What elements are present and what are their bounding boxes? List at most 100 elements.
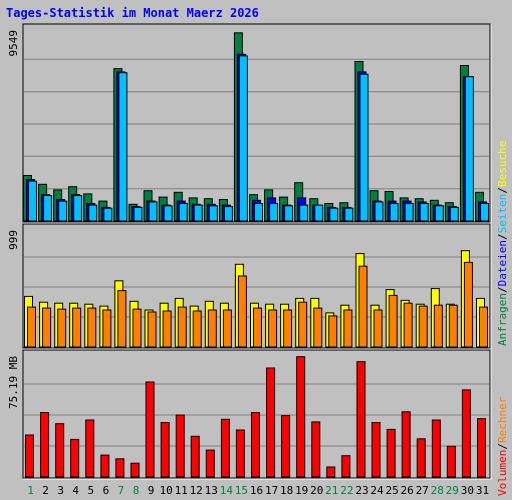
panel-3-axis-label: 75.19 MB	[7, 356, 20, 409]
bar-rechner-day-17	[268, 309, 278, 348]
bar-rechner-day-23	[358, 265, 368, 348]
chart-title: Tages-Statistik im Monat Maerz 2026	[6, 6, 259, 20]
bar-volumen-day-3	[55, 423, 65, 478]
series-rechner	[27, 261, 488, 348]
panel-1: 9549	[7, 23, 492, 224]
bar-rechner-day-1	[27, 306, 36, 348]
bar-rechner-day-7	[117, 290, 127, 348]
x-tick-label: 19	[295, 484, 308, 497]
bar-volumen-day-4	[70, 438, 80, 478]
panel-1-edge	[23, 24, 492, 224]
bar-volumen-day-8	[130, 462, 140, 478]
legend-top: Anfragen/Dateien/Seiten/Besuche	[496, 141, 509, 346]
bar-seiten-day-15	[238, 55, 248, 222]
bar-rechner-day-8	[132, 308, 142, 348]
x-tick-label: 4	[72, 484, 79, 497]
x-axis-day-labels: 1 2 3 4 5 6 7 8 9 10 11 12 13 14 15 16 17 18 19 20 21 22 23 24 2…	[27, 484, 489, 497]
bar-rechner-day-9	[147, 311, 157, 348]
bar-seiten-day-21	[329, 207, 339, 222]
panel-3: 75.19 MB	[7, 349, 492, 480]
bar-rechner-day-27	[418, 305, 428, 348]
bar-rechner-day-26	[403, 302, 413, 348]
bar-rechner-day-4	[72, 307, 82, 348]
x-tick-label: 11	[175, 484, 188, 497]
bar-seiten-day-20	[314, 204, 324, 222]
x-tick-label: 23	[355, 484, 368, 497]
bar-seiten-day-18	[284, 205, 294, 222]
bar-rechner-day-28	[433, 304, 443, 348]
bar-seiten-day-25	[389, 203, 399, 222]
x-tick-label: 20	[310, 484, 323, 497]
legend-item-dateien: Dateien	[496, 240, 509, 286]
bar-rechner-day-25	[388, 294, 398, 348]
bar-seiten-day-14	[223, 206, 233, 222]
x-tick-label: 31	[476, 484, 489, 497]
bar-volumen-day-10	[160, 422, 170, 478]
x-tick-label: 10	[159, 484, 172, 497]
bar-volumen-day-1	[25, 434, 34, 478]
chart-panels: 9549 999 75.19 MB	[7, 23, 492, 480]
bar-rechner-day-3	[57, 308, 67, 348]
bar-rechner-day-20	[313, 307, 323, 348]
bar-rechner-day-2	[42, 307, 52, 348]
x-tick-label: 30	[461, 484, 474, 497]
bar-volumen-day-9	[145, 381, 155, 478]
bar-rechner-day-30	[463, 261, 473, 348]
x-tick-label: 17	[265, 484, 278, 497]
bar-seiten-day-7	[118, 72, 128, 222]
x-tick-label: 12	[190, 484, 203, 497]
panel-1-frame	[22, 23, 491, 223]
bar-volumen-day-22	[341, 455, 351, 478]
bar-rechner-day-14	[222, 309, 232, 348]
x-tick-label: 13	[205, 484, 218, 497]
bar-rechner-day-21	[328, 315, 338, 348]
legend-bottom: Volumen/Rechner	[496, 396, 509, 496]
bar-rechner-day-19	[298, 301, 308, 348]
bar-seiten-day-6	[103, 207, 113, 222]
bar-seiten-day-8	[133, 206, 143, 222]
bar-seiten-day-16	[254, 203, 263, 222]
bar-seiten-day-10	[163, 205, 173, 222]
bar-volumen-day-15	[235, 429, 245, 478]
bar-volumen-day-5	[85, 419, 95, 478]
panel-2-axis-label: 999	[7, 230, 20, 250]
x-tick-label: 8	[133, 484, 140, 497]
bar-volumen-day-7	[115, 458, 125, 478]
bar-seiten-day-26	[404, 203, 414, 222]
bar-seiten-day-27	[419, 203, 429, 222]
legend-separator: /	[496, 187, 509, 194]
bar-rechner-day-31	[479, 306, 488, 348]
bar-rechner-day-5	[87, 307, 97, 348]
bar-rechner-day-12	[192, 310, 202, 348]
bar-seiten-day-13	[208, 205, 218, 222]
bar-seiten-day-11	[178, 203, 188, 222]
bar-seiten-day-4	[73, 195, 83, 222]
series-volumen	[25, 356, 486, 478]
bar-volumen-day-29	[446, 445, 456, 478]
bar-rechner-day-15	[237, 275, 247, 348]
bar-volumen-day-23	[356, 361, 366, 478]
x-tick-label: 5	[87, 484, 94, 497]
bar-volumen-day-12	[190, 435, 200, 478]
x-tick-label: 24	[370, 484, 384, 497]
bar-rechner-day-10	[162, 310, 172, 348]
x-tick-label: 14	[220, 484, 234, 497]
panel-2-edge	[23, 224, 492, 350]
x-tick-label: 9	[148, 484, 155, 497]
legend-separator: /	[496, 233, 509, 240]
x-tick-label: 18	[280, 484, 293, 497]
legend-separator: /	[496, 286, 509, 293]
bar-rechner-day-29	[448, 304, 458, 348]
bar-volumen-day-16	[251, 412, 260, 478]
bar-seiten-day-31	[480, 203, 489, 222]
bar-volumen-day-6	[100, 454, 110, 478]
bar-rechner-day-24	[373, 309, 383, 348]
x-tick-label: 21	[325, 484, 338, 497]
bar-volumen-day-21	[326, 466, 336, 478]
x-tick-label: 25	[385, 484, 398, 497]
x-tick-label: 26	[400, 484, 413, 497]
bar-volumen-day-30	[461, 389, 471, 478]
bar-volumen-day-13	[205, 449, 215, 478]
bar-volumen-day-24	[371, 422, 381, 478]
